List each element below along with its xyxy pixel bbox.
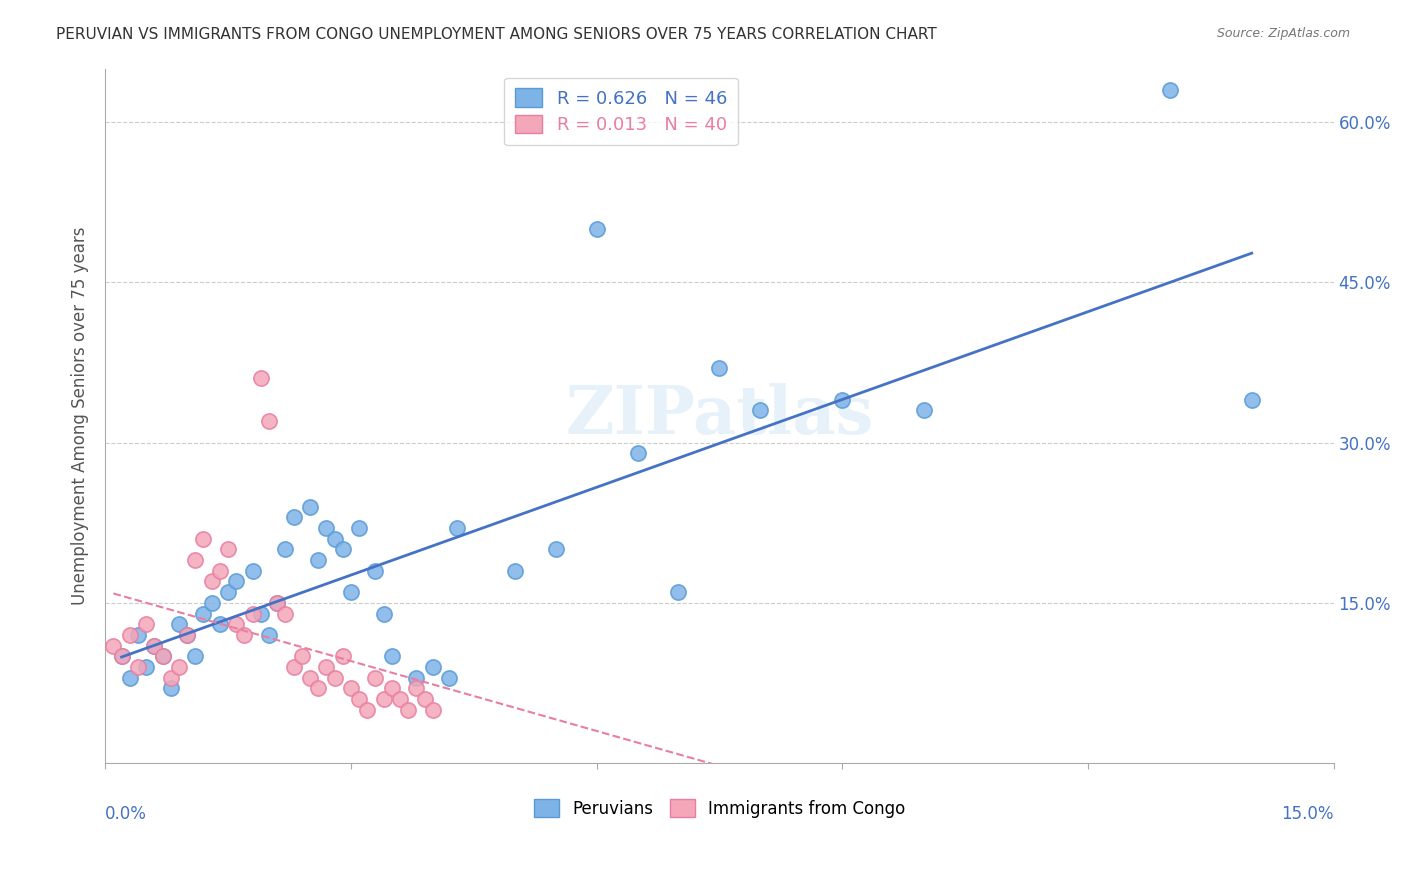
Point bbox=[103, 639, 125, 653]
Y-axis label: Unemployment Among Seniors over 75 years: Unemployment Among Seniors over 75 years bbox=[72, 227, 89, 605]
Point bbox=[307, 681, 329, 696]
Point bbox=[1240, 392, 1263, 407]
Point bbox=[503, 564, 526, 578]
Point bbox=[118, 628, 141, 642]
Point bbox=[118, 671, 141, 685]
Point bbox=[242, 607, 264, 621]
Point bbox=[668, 585, 690, 599]
Point bbox=[323, 671, 346, 685]
Point bbox=[373, 607, 395, 621]
Point bbox=[208, 564, 231, 578]
Point bbox=[626, 446, 648, 460]
Point bbox=[143, 639, 166, 653]
Point bbox=[257, 414, 280, 428]
Point bbox=[364, 671, 387, 685]
Point bbox=[396, 703, 419, 717]
Point bbox=[193, 532, 215, 546]
Point bbox=[266, 596, 288, 610]
Point bbox=[356, 703, 378, 717]
Text: 15.0%: 15.0% bbox=[1281, 805, 1334, 822]
Point bbox=[405, 671, 427, 685]
Point bbox=[340, 681, 363, 696]
Point bbox=[413, 692, 436, 706]
Point bbox=[422, 660, 444, 674]
Point bbox=[332, 542, 354, 557]
Point bbox=[373, 692, 395, 706]
Point bbox=[233, 628, 256, 642]
Point bbox=[242, 564, 264, 578]
Point bbox=[347, 692, 370, 706]
Point bbox=[381, 649, 404, 664]
Point bbox=[159, 681, 181, 696]
Point bbox=[176, 628, 198, 642]
Point bbox=[437, 671, 460, 685]
Point bbox=[110, 649, 132, 664]
Legend: Peruvians, Immigrants from Congo: Peruvians, Immigrants from Congo bbox=[527, 793, 912, 824]
Point bbox=[422, 703, 444, 717]
Point bbox=[167, 660, 190, 674]
Point bbox=[135, 660, 157, 674]
Point bbox=[176, 628, 198, 642]
Point bbox=[585, 222, 607, 236]
Point bbox=[389, 692, 412, 706]
Point bbox=[364, 564, 387, 578]
Point bbox=[347, 521, 370, 535]
Point bbox=[201, 596, 224, 610]
Point bbox=[193, 607, 215, 621]
Point bbox=[283, 510, 305, 524]
Point bbox=[315, 521, 337, 535]
Point bbox=[167, 617, 190, 632]
Point bbox=[159, 671, 181, 685]
Point bbox=[217, 542, 239, 557]
Point bbox=[381, 681, 404, 696]
Point bbox=[315, 660, 337, 674]
Point bbox=[332, 649, 354, 664]
Point bbox=[225, 617, 247, 632]
Point bbox=[283, 660, 305, 674]
Point bbox=[184, 553, 207, 567]
Point bbox=[709, 360, 731, 375]
Point bbox=[831, 392, 853, 407]
Point bbox=[217, 585, 239, 599]
Point bbox=[340, 585, 363, 599]
Point bbox=[127, 660, 149, 674]
Point bbox=[127, 628, 149, 642]
Point bbox=[307, 553, 329, 567]
Point bbox=[274, 607, 297, 621]
Point bbox=[323, 532, 346, 546]
Point bbox=[544, 542, 567, 557]
Point bbox=[298, 500, 321, 514]
Point bbox=[249, 607, 271, 621]
Point bbox=[184, 649, 207, 664]
Point bbox=[152, 649, 174, 664]
Point bbox=[291, 649, 314, 664]
Text: ZIPatlas: ZIPatlas bbox=[565, 384, 873, 449]
Point bbox=[1159, 83, 1181, 97]
Text: PERUVIAN VS IMMIGRANTS FROM CONGO UNEMPLOYMENT AMONG SENIORS OVER 75 YEARS CORRE: PERUVIAN VS IMMIGRANTS FROM CONGO UNEMPL… bbox=[56, 27, 936, 42]
Text: 0.0%: 0.0% bbox=[105, 805, 148, 822]
Point bbox=[257, 628, 280, 642]
Point bbox=[152, 649, 174, 664]
Point bbox=[298, 671, 321, 685]
Point bbox=[912, 403, 935, 417]
Point bbox=[208, 617, 231, 632]
Point bbox=[446, 521, 468, 535]
Point bbox=[249, 371, 271, 385]
Point bbox=[749, 403, 772, 417]
Point bbox=[405, 681, 427, 696]
Point bbox=[274, 542, 297, 557]
Point bbox=[143, 639, 166, 653]
Point bbox=[266, 596, 288, 610]
Point bbox=[135, 617, 157, 632]
Point bbox=[110, 649, 132, 664]
Text: Source: ZipAtlas.com: Source: ZipAtlas.com bbox=[1216, 27, 1350, 40]
Point bbox=[201, 574, 224, 589]
Point bbox=[225, 574, 247, 589]
